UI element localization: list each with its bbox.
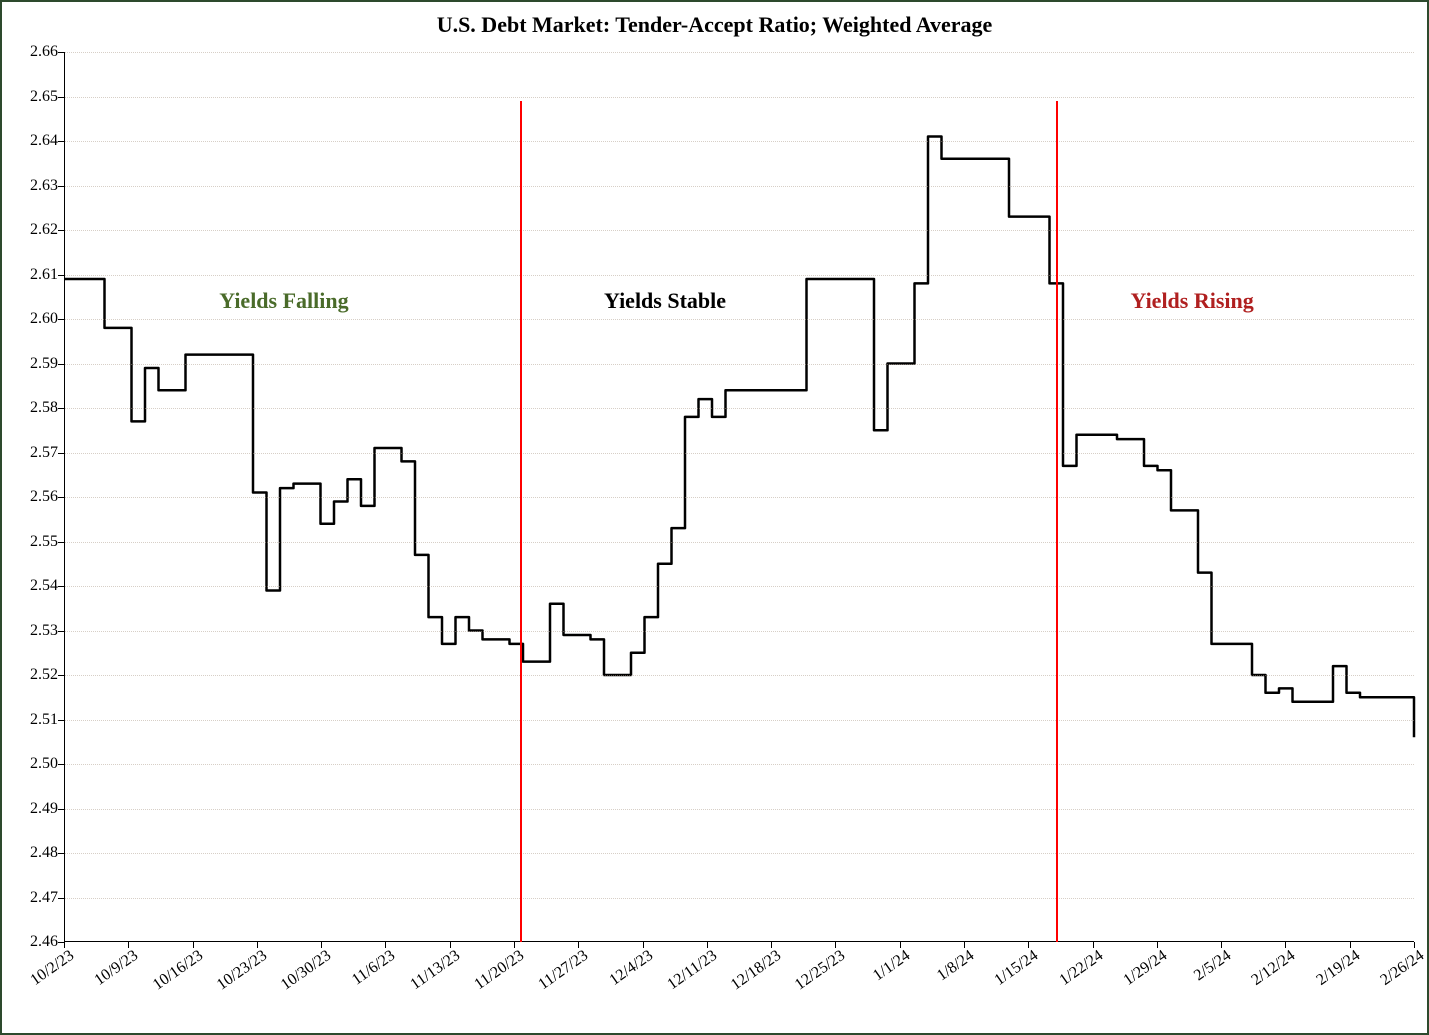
- chart-frame: U.S. Debt Market: Tender-Accept Ratio; W…: [0, 0, 1429, 1035]
- x-tick-mark: [321, 942, 322, 948]
- x-tick-mark: [1414, 942, 1415, 948]
- annotation-label: Yields Stable: [604, 288, 726, 314]
- gridline: [64, 853, 1414, 854]
- divider-vline: [520, 101, 522, 942]
- x-tick-mark: [1350, 942, 1351, 948]
- y-tick-label: 2.54: [8, 577, 64, 595]
- x-tick-label: 11/20/23: [468, 942, 528, 994]
- x-tick-mark: [771, 942, 772, 948]
- gridline: [64, 186, 1414, 187]
- y-tick-label: 2.47: [8, 889, 64, 907]
- y-tick-label: 2.63: [8, 177, 64, 195]
- x-tick-label: 10/30/23: [275, 942, 335, 994]
- gridline: [64, 364, 1414, 365]
- x-tick-label: 10/9/23: [88, 942, 142, 990]
- x-tick-mark: [1221, 942, 1222, 948]
- gridline: [64, 898, 1414, 899]
- gridline: [64, 141, 1414, 142]
- x-tick-mark: [1285, 942, 1286, 948]
- x-tick-label: 2/26/24: [1374, 942, 1428, 990]
- x-axis: [64, 941, 1414, 942]
- x-tick-mark: [1157, 942, 1158, 948]
- y-tick-label: 2.52: [8, 666, 64, 684]
- gridline: [64, 453, 1414, 454]
- y-tick-label: 2.51: [8, 711, 64, 729]
- gridline: [64, 764, 1414, 765]
- x-tick-label: 2/19/24: [1310, 942, 1364, 990]
- x-tick-mark: [1028, 942, 1029, 948]
- gridline: [64, 675, 1414, 676]
- y-tick-label: 2.56: [8, 488, 64, 506]
- gridline: [64, 52, 1414, 53]
- annotation-label: Yields Falling: [219, 288, 348, 314]
- x-tick-label: 1/1/24: [866, 942, 913, 985]
- x-tick-label: 1/22/24: [1053, 942, 1107, 990]
- y-tick-label: 2.64: [8, 132, 64, 150]
- chart-title: U.S. Debt Market: Tender-Accept Ratio; W…: [2, 12, 1427, 38]
- gridline: [64, 720, 1414, 721]
- x-tick-label: 2/5/24: [1188, 942, 1235, 985]
- x-tick-label: 12/18/23: [725, 942, 785, 994]
- gridline: [64, 497, 1414, 498]
- gridline: [64, 631, 1414, 632]
- x-tick-mark: [128, 942, 129, 948]
- gridline: [64, 319, 1414, 320]
- x-tick-label: 1/8/24: [931, 942, 978, 985]
- plot-area: 2.462.472.482.492.502.512.522.532.542.55…: [64, 52, 1414, 942]
- gridline: [64, 230, 1414, 231]
- gridline: [64, 809, 1414, 810]
- x-tick-label: 10/23/23: [210, 942, 270, 994]
- y-tick-label: 2.60: [8, 310, 64, 328]
- x-tick-mark: [193, 942, 194, 948]
- x-tick-mark: [643, 942, 644, 948]
- x-tick-label: 10/16/23: [146, 942, 206, 994]
- x-tick-mark: [578, 942, 579, 948]
- x-tick-label: 11/6/23: [346, 942, 399, 989]
- x-tick-mark: [385, 942, 386, 948]
- y-tick-label: 2.58: [8, 399, 64, 417]
- x-tick-label: 12/11/23: [661, 942, 721, 994]
- x-tick-mark: [64, 942, 65, 948]
- x-tick-label: 1/29/24: [1117, 942, 1171, 990]
- x-tick-mark: [835, 942, 836, 948]
- x-tick-label: 12/4/23: [603, 942, 657, 990]
- series-line: [64, 137, 1414, 738]
- gridline: [64, 97, 1414, 98]
- x-tick-label: 2/12/24: [1245, 942, 1299, 990]
- y-tick-label: 2.59: [8, 355, 64, 373]
- x-tick-mark: [900, 942, 901, 948]
- gridline: [64, 586, 1414, 587]
- y-tick-label: 2.66: [8, 43, 64, 61]
- y-tick-label: 2.55: [8, 533, 64, 551]
- y-tick-label: 2.53: [8, 622, 64, 640]
- x-tick-mark: [964, 942, 965, 948]
- y-axis: [64, 52, 65, 942]
- x-tick-label: 12/25/23: [789, 942, 849, 994]
- y-tick-label: 2.57: [8, 444, 64, 462]
- y-tick-label: 2.61: [8, 266, 64, 284]
- x-tick-label: 1/15/24: [988, 942, 1042, 990]
- y-tick-label: 2.65: [8, 88, 64, 106]
- divider-vline: [1056, 101, 1058, 942]
- x-tick-mark: [514, 942, 515, 948]
- gridline: [64, 542, 1414, 543]
- x-tick-mark: [450, 942, 451, 948]
- y-tick-label: 2.48: [8, 844, 64, 862]
- x-tick-mark: [257, 942, 258, 948]
- y-tick-label: 2.50: [8, 755, 64, 773]
- x-tick-label: 11/27/23: [532, 942, 592, 994]
- y-tick-label: 2.49: [8, 800, 64, 818]
- gridline: [64, 275, 1414, 276]
- x-tick-mark: [1093, 942, 1094, 948]
- y-tick-label: 2.62: [8, 221, 64, 239]
- gridline: [64, 408, 1414, 409]
- x-tick-mark: [707, 942, 708, 948]
- annotation-label: Yields Rising: [1131, 288, 1254, 314]
- x-tick-label: 11/13/23: [404, 942, 464, 994]
